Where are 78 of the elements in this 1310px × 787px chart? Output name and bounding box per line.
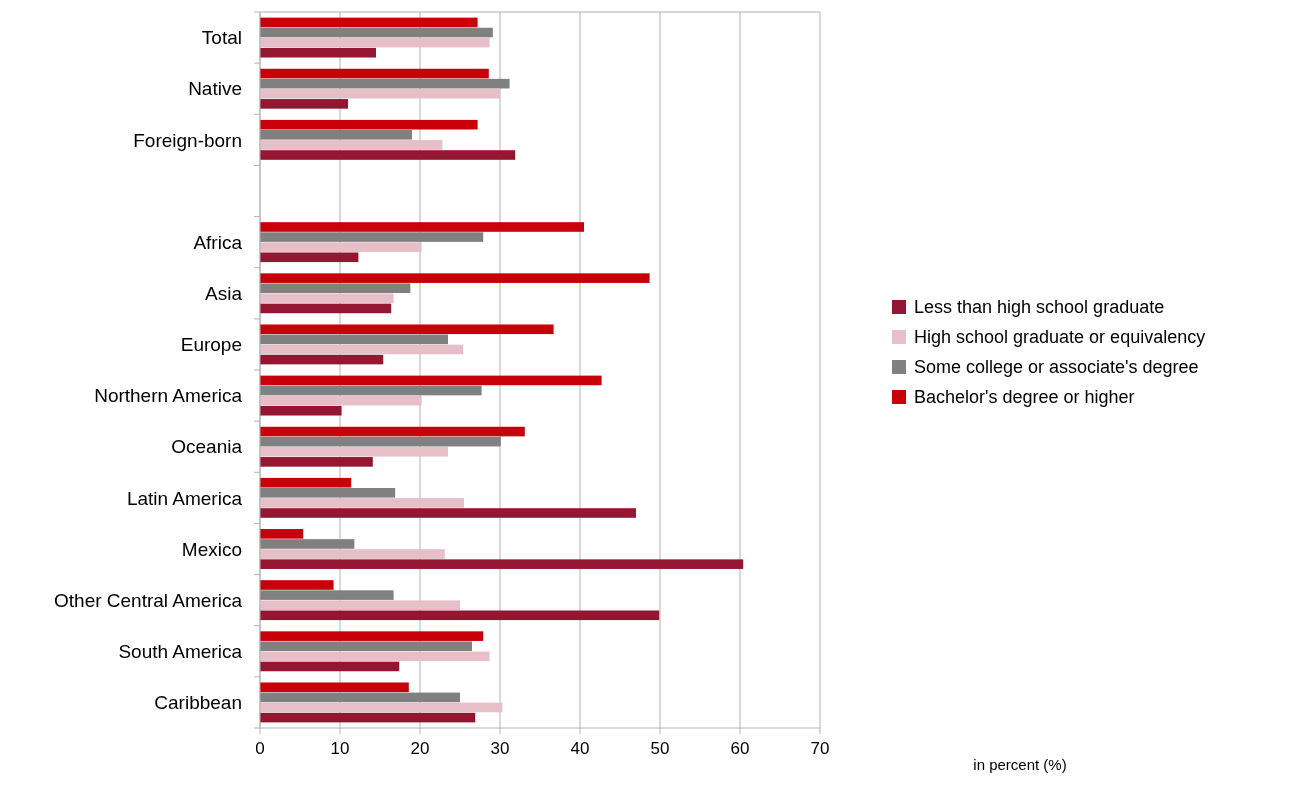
bar (260, 651, 490, 662)
bar (260, 252, 359, 263)
x-tick-label: 50 (650, 739, 670, 758)
x-tick-label: 0 (255, 739, 265, 758)
bar (260, 559, 744, 569)
x-tick-label: 20 (410, 739, 430, 758)
bar (260, 477, 352, 488)
y-tick-label: Foreign-born (133, 129, 242, 151)
bar (260, 334, 448, 345)
bar (260, 222, 584, 232)
x-tick-label: 70 (810, 739, 830, 758)
y-tick-label: Total (201, 27, 242, 49)
bar (260, 17, 478, 28)
bar (260, 488, 396, 498)
legend-label: Some college or associate's degree (914, 357, 1199, 378)
bar (260, 68, 489, 79)
bar (260, 119, 478, 130)
bar (260, 37, 490, 48)
y-tick-label: Oceania (171, 436, 243, 458)
bar (260, 426, 525, 437)
bar (260, 457, 373, 467)
bar (260, 303, 392, 314)
legend-label: Less than high school graduate (914, 297, 1165, 318)
bar (260, 130, 412, 140)
bar (260, 99, 348, 109)
y-tick-label: Africa (193, 231, 243, 253)
bar (260, 395, 422, 406)
bar (260, 539, 355, 549)
bar (260, 682, 409, 693)
y-tick-label: Native (188, 78, 242, 100)
bar (260, 631, 484, 641)
bar (260, 324, 554, 335)
x-tick-label: 40 (570, 739, 590, 758)
y-tick-label: Europe (180, 334, 242, 356)
bar (260, 446, 448, 457)
legend-label: High school graduate or equivalency (914, 327, 1206, 348)
legend-label: Bachelor's degree or higher (914, 387, 1135, 408)
bar (260, 498, 464, 508)
bar (260, 641, 472, 652)
y-tick-label: Northern America (94, 385, 243, 407)
y-tick-label: Other Central America (54, 589, 243, 611)
y-tick-label: Latin America (126, 487, 243, 509)
bar (260, 88, 500, 99)
bar (260, 549, 445, 559)
bar (260, 242, 422, 252)
bar (260, 140, 443, 150)
bar (260, 610, 660, 621)
bar (260, 27, 493, 38)
bar (260, 600, 460, 610)
bar (260, 590, 394, 600)
x-tick-label: 60 (730, 739, 750, 758)
bar (260, 712, 476, 723)
bar (260, 78, 510, 89)
y-tick-label: Asia (205, 282, 243, 304)
bar (260, 580, 334, 590)
bar (260, 436, 501, 447)
bar (260, 692, 460, 703)
y-tick-label: Mexico (181, 538, 242, 560)
bar (260, 232, 484, 242)
y-tick-label: South America (118, 640, 243, 662)
bar (260, 405, 342, 416)
bar (260, 273, 650, 283)
bar (260, 661, 400, 672)
bar (260, 344, 464, 355)
bar (260, 354, 384, 365)
bar (260, 385, 482, 396)
y-tick-label: Caribbean (154, 692, 242, 714)
bar (260, 529, 304, 539)
bar (260, 375, 602, 386)
bar (260, 47, 376, 58)
text: in percent (%) (973, 756, 1067, 773)
x-tick-label: 30 (490, 739, 510, 758)
bar (260, 702, 503, 713)
bar (260, 150, 516, 160)
bar (260, 508, 636, 518)
bar (260, 283, 411, 294)
x-tick-label: 10 (330, 739, 350, 758)
bar (260, 293, 394, 304)
